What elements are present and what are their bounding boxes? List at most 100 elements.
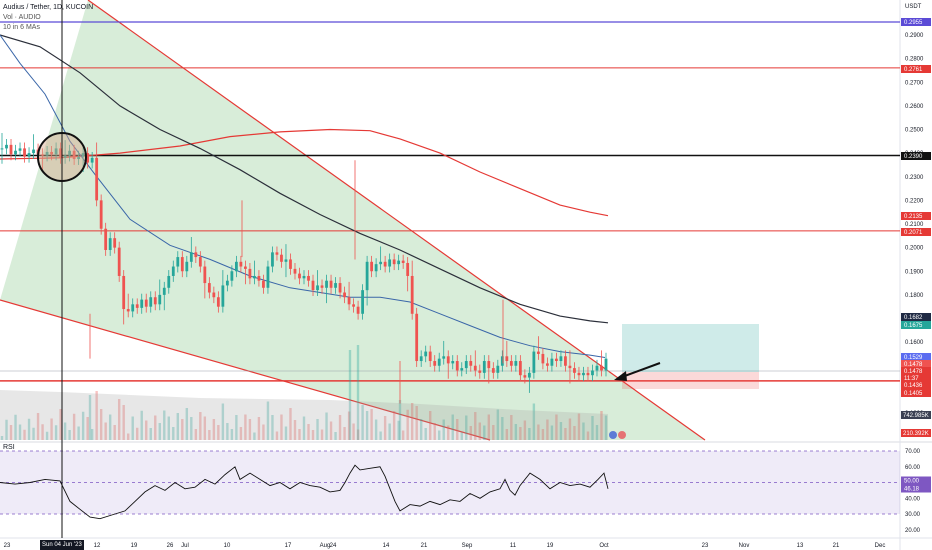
wedge-lower-trendline[interactable] — [0, 299, 491, 441]
annotation-arrow[interactable] — [621, 362, 661, 378]
volume-bar — [167, 416, 170, 440]
candle-body — [573, 368, 576, 373]
price-tick-label: 0.2500 — [905, 128, 924, 134]
price-tick-label: 0.2100 — [905, 222, 924, 228]
volume-bar — [221, 403, 225, 440]
volume-bar — [356, 429, 360, 440]
volume-bar — [532, 403, 536, 440]
volume-bar — [365, 411, 369, 440]
volume-bar — [136, 427, 139, 440]
volume-bar — [356, 345, 360, 440]
time-tick-label: Sep — [462, 543, 473, 549]
symbol-title[interactable]: Audius / Tether, 1D, KUCOIN — [3, 4, 94, 11]
price-badge-label: 0.1682 — [904, 315, 923, 321]
crosshair-date-label: Sun 04 Jun '23 — [40, 540, 84, 550]
candle-body — [171, 266, 175, 276]
candle-body — [302, 275, 306, 279]
volume-bar — [262, 424, 265, 440]
rsi-label[interactable]: RSI — [3, 444, 15, 451]
candle-body — [23, 148, 26, 157]
volume-bar — [95, 391, 98, 440]
volume-bar — [248, 419, 252, 440]
time-tick-label: 23 — [4, 543, 11, 549]
volume-bar — [54, 425, 58, 440]
volume-bar — [185, 408, 189, 440]
event-marker-icon[interactable] — [618, 431, 626, 439]
volume-bar — [397, 420, 400, 440]
candle-body — [280, 254, 283, 262]
candle-body — [194, 252, 198, 258]
volume-bar — [519, 427, 522, 440]
volume-bar — [523, 420, 527, 440]
price-badge-label: 0.1405 — [904, 391, 923, 397]
candle-body — [149, 297, 153, 307]
price-badge — [901, 374, 931, 382]
volume-bar — [5, 419, 8, 440]
volume-bar — [230, 429, 234, 440]
volume-bar — [338, 415, 342, 440]
candle-body — [32, 149, 35, 154]
candle-body — [491, 368, 495, 373]
ma-legend[interactable]: 10 in 6 MAs — [3, 24, 40, 31]
candle-body — [397, 260, 401, 265]
volume-bar — [388, 423, 391, 440]
volume-bar — [374, 419, 378, 440]
price-tick-label: 0.2700 — [905, 80, 924, 86]
price-badge-label: 0.1478 — [904, 362, 923, 368]
volume-bar — [113, 425, 116, 440]
volume-bar — [383, 416, 387, 440]
volume-bar — [334, 432, 337, 440]
candle-body — [140, 299, 144, 308]
candle-body — [541, 353, 545, 364]
candle-body — [271, 252, 274, 267]
volume-bar — [474, 412, 477, 440]
time-tick-label: 12 — [94, 543, 101, 549]
volume-bar — [72, 413, 76, 440]
volume-bar — [320, 429, 324, 440]
candle-body — [428, 351, 432, 362]
volume-bar — [59, 409, 62, 440]
arrow-head-icon — [614, 371, 627, 381]
volume-bar — [568, 418, 572, 440]
volume-bar — [433, 423, 436, 440]
volume-bar — [469, 426, 472, 440]
stop-zone[interactable] — [622, 372, 759, 389]
volume-bar — [194, 429, 198, 440]
candle-body — [582, 372, 585, 376]
event-marker-icon[interactable] — [609, 431, 617, 439]
time-tick-label: 26 — [167, 543, 174, 549]
volume-bar — [424, 428, 427, 440]
volume-bar — [203, 416, 207, 440]
candle-body — [167, 275, 171, 288]
candle-body — [104, 228, 108, 250]
candle-body — [131, 304, 135, 312]
volume-bar — [401, 430, 405, 440]
volume-bar — [600, 411, 603, 440]
price-badge — [901, 152, 931, 160]
volume-bar — [392, 411, 396, 440]
candle-body — [473, 365, 477, 371]
candle-body — [68, 150, 72, 156]
volume-bar — [564, 428, 567, 440]
ma-long-line — [0, 128, 609, 217]
price-badge — [901, 360, 931, 368]
candle-body — [379, 261, 383, 265]
candle-body — [63, 155, 67, 158]
volume-bar — [81, 411, 85, 440]
volume-bar — [90, 429, 94, 440]
target-zone[interactable] — [622, 324, 759, 372]
candle-body — [424, 351, 428, 357]
candle-body — [86, 153, 90, 163]
volume-bar — [127, 433, 130, 440]
volume-bar — [145, 420, 148, 440]
candle-body — [81, 153, 85, 157]
volume-legend[interactable]: Vol · AUDIO — [3, 14, 41, 21]
candle-body — [113, 238, 117, 248]
time-tick-label: 17 — [285, 543, 292, 549]
volume-bar — [158, 423, 161, 440]
volume-bar — [325, 412, 328, 440]
volume-bar — [257, 417, 261, 440]
time-tick-label: 10 — [224, 543, 231, 549]
volume-bar — [505, 429, 509, 440]
